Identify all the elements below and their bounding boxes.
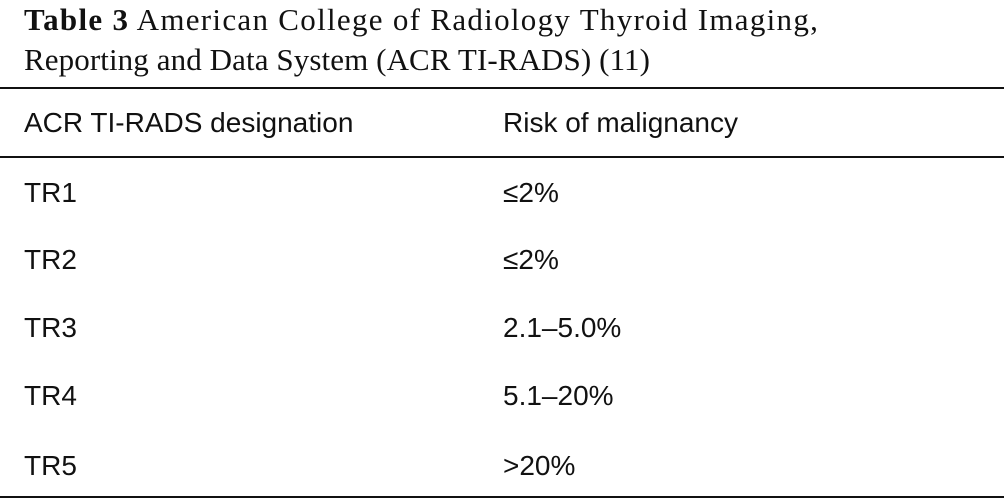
- column-header-risk: Risk of malignancy: [503, 107, 738, 138]
- row-designation: TR1: [24, 177, 77, 208]
- row-risk: 2.1–5.0%: [503, 312, 622, 343]
- row-designation: TR4: [24, 380, 77, 411]
- row-risk: ≤2%: [503, 244, 559, 275]
- row-designation: TR2: [24, 244, 77, 275]
- table-header-rule: [0, 156, 1004, 158]
- row-risk: >20%: [503, 450, 576, 481]
- column-header-designation: ACR TI-RADS designation: [24, 107, 354, 138]
- table-title-line2: Reporting and Data System (ACR TI-RADS) …: [24, 42, 651, 77]
- table-title-line1: American College of Radiology Thyroid Im…: [136, 2, 820, 37]
- table-top-rule: [0, 87, 1004, 89]
- row-designation: TR3: [24, 312, 77, 343]
- table-caption: Table 3 American College of Radiology Th…: [24, 0, 1000, 80]
- row-designation: TR5: [24, 450, 77, 481]
- table-bottom-rule: [0, 496, 1004, 498]
- table-label: Table 3: [24, 2, 130, 37]
- row-risk: ≤2%: [503, 177, 559, 208]
- row-risk: 5.1–20%: [503, 380, 614, 411]
